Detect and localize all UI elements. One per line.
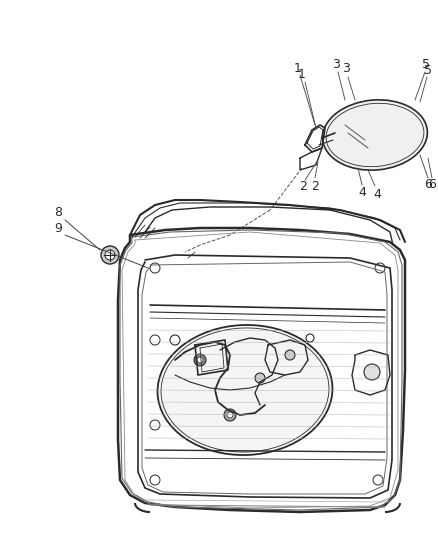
Circle shape (101, 246, 119, 264)
Text: 3: 3 (342, 62, 350, 76)
Text: 6: 6 (424, 179, 432, 191)
Text: 1: 1 (294, 61, 302, 75)
Text: 6: 6 (428, 179, 436, 191)
Text: 2: 2 (299, 181, 307, 193)
Ellipse shape (158, 325, 332, 455)
Circle shape (364, 364, 380, 380)
Circle shape (197, 357, 203, 363)
Text: 8: 8 (54, 206, 62, 220)
Circle shape (194, 354, 206, 366)
Text: 9: 9 (54, 222, 62, 235)
Text: 1: 1 (298, 68, 306, 80)
Circle shape (224, 409, 236, 421)
Text: 4: 4 (358, 185, 366, 198)
Circle shape (105, 250, 115, 260)
Circle shape (285, 350, 295, 360)
Ellipse shape (323, 100, 427, 170)
Text: 4: 4 (373, 188, 381, 200)
Text: 2: 2 (311, 180, 319, 192)
Circle shape (255, 373, 265, 383)
Text: 5: 5 (422, 59, 430, 71)
Circle shape (227, 412, 233, 418)
Text: 5: 5 (424, 63, 432, 77)
Text: 3: 3 (332, 59, 340, 71)
